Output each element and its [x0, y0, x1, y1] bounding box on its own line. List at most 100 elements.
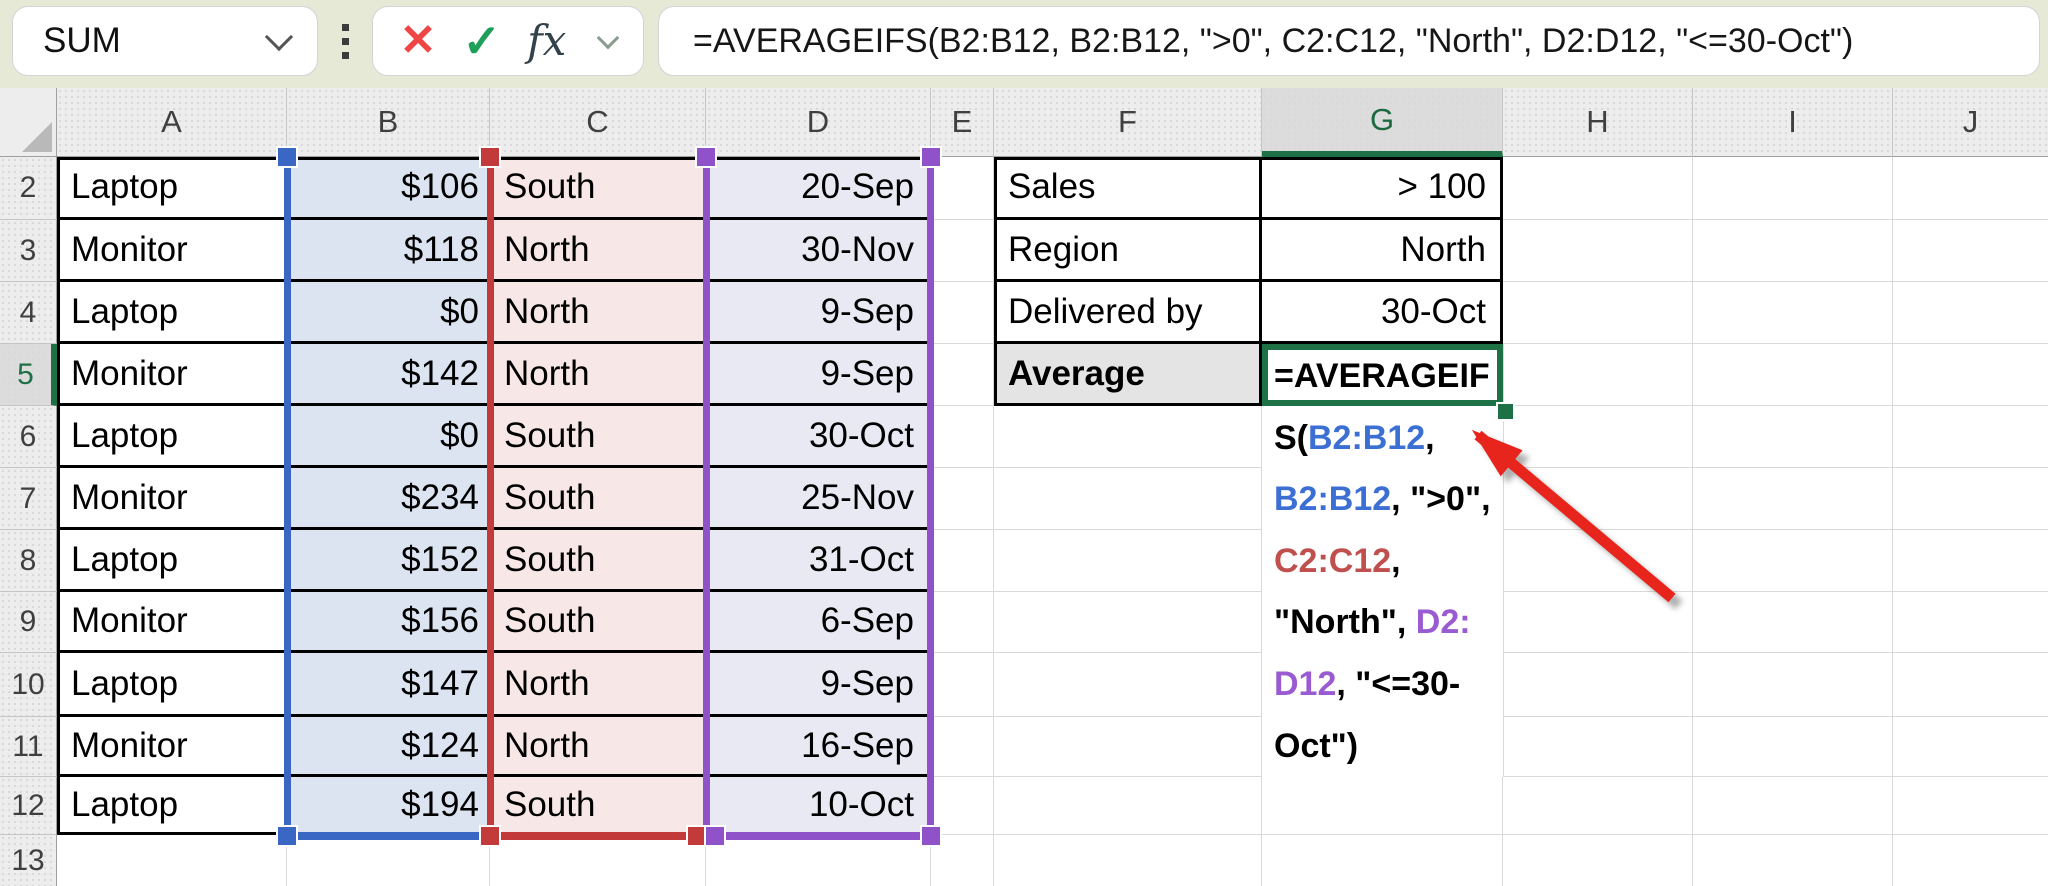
row-header-6[interactable]: 6 [0, 406, 57, 468]
column-header-C[interactable]: C [490, 88, 706, 157]
cell-B9[interactable]: $156 [287, 592, 490, 653]
column-header-G[interactable]: G [1262, 88, 1503, 157]
cell-A11[interactable]: Monitor [57, 717, 287, 777]
cell-J3[interactable] [1893, 220, 2048, 282]
cell-C6[interactable]: South [490, 406, 706, 468]
cell-C2[interactable]: South [490, 157, 706, 220]
cell-G12[interactable] [1262, 777, 1503, 835]
cell-J12[interactable] [1893, 777, 2048, 835]
cell-E3[interactable] [931, 220, 994, 282]
cell-F3[interactable]: Region [994, 220, 1262, 282]
cell-E6[interactable] [931, 406, 994, 468]
cell-B11[interactable]: $124 [287, 717, 490, 777]
cell-B13[interactable] [287, 835, 490, 886]
cell-J6[interactable] [1893, 406, 2048, 468]
cell-J10[interactable] [1893, 653, 2048, 717]
cell-C9[interactable]: South [490, 592, 706, 653]
row-header-11[interactable]: 11 [0, 717, 57, 777]
cell-I7[interactable] [1693, 468, 1893, 530]
cell-C5[interactable]: North [490, 344, 706, 406]
cell-I11[interactable] [1693, 717, 1893, 777]
cell-E8[interactable] [931, 530, 994, 592]
cell-C10[interactable]: North [490, 653, 706, 717]
cell-E4[interactable] [931, 282, 994, 344]
cell-G4[interactable]: 30-Oct [1262, 282, 1503, 344]
selection-handle[interactable] [704, 825, 726, 847]
cell-A3[interactable]: Monitor [57, 220, 287, 282]
selection-handle[interactable] [276, 146, 298, 168]
cell-I9[interactable] [1693, 592, 1893, 653]
cell-B5[interactable]: $142 [287, 344, 490, 406]
cell-A4[interactable]: Laptop [57, 282, 287, 344]
cell-H10[interactable] [1503, 653, 1693, 717]
cell-E11[interactable] [931, 717, 994, 777]
cell-C4[interactable]: North [490, 282, 706, 344]
cell-J13[interactable] [1893, 835, 2048, 886]
row-header-10[interactable]: 10 [0, 653, 57, 717]
cell-A5[interactable]: Monitor [57, 344, 287, 406]
cell-A7[interactable]: Monitor [57, 468, 287, 530]
cell-D12[interactable]: 10-Oct [706, 777, 931, 835]
selection-handle[interactable] [479, 825, 501, 847]
cell-B8[interactable]: $152 [287, 530, 490, 592]
insert-function-icon[interactable]: fx [527, 16, 567, 65]
cell-H9[interactable] [1503, 592, 1693, 653]
cell-G13[interactable] [1262, 835, 1503, 886]
cell-J9[interactable] [1893, 592, 2048, 653]
cell-C3[interactable]: North [490, 220, 706, 282]
cell-F10[interactable] [994, 653, 1262, 717]
cell-I2[interactable] [1693, 157, 1893, 220]
selection-handle[interactable] [695, 146, 717, 168]
cell-H2[interactable] [1503, 157, 1693, 220]
cell-B10[interactable]: $147 [287, 653, 490, 717]
cell-D6[interactable]: 30-Oct [706, 406, 931, 468]
row-header-4[interactable]: 4 [0, 282, 57, 344]
chevron-down-icon[interactable] [597, 26, 620, 50]
cell-C11[interactable]: North [490, 717, 706, 777]
column-header-F[interactable]: F [994, 88, 1262, 157]
cell-I10[interactable] [1693, 653, 1893, 717]
cell-E9[interactable] [931, 592, 994, 653]
cell-F13[interactable] [994, 835, 1262, 886]
column-header-D[interactable]: D [706, 88, 931, 157]
cell-C12[interactable]: South [490, 777, 706, 835]
cell-A13[interactable] [57, 835, 287, 886]
row-header-13[interactable]: 13 [0, 835, 57, 886]
cell-I8[interactable] [1693, 530, 1893, 592]
cell-F7[interactable] [994, 468, 1262, 530]
cell-J4[interactable] [1893, 282, 2048, 344]
cell-F6[interactable] [994, 406, 1262, 468]
selection-handle[interactable] [920, 825, 942, 847]
cell-H3[interactable] [1503, 220, 1693, 282]
column-header-H[interactable]: H [1503, 88, 1693, 157]
cell-H11[interactable] [1503, 717, 1693, 777]
column-header-A[interactable]: A [57, 88, 287, 157]
selection-handle[interactable] [920, 146, 942, 168]
cell-H4[interactable] [1503, 282, 1693, 344]
cell-I6[interactable] [1693, 406, 1893, 468]
formula-bar[interactable]: =AVERAGEIFS(B2:B12, B2:B12, ">0", C2:C12… [658, 6, 2040, 76]
cell-E5[interactable] [931, 344, 994, 406]
cell-H12[interactable] [1503, 777, 1693, 835]
cell-F4[interactable]: Delivered by [994, 282, 1262, 344]
cell-J2[interactable] [1893, 157, 2048, 220]
cell-C7[interactable]: South [490, 468, 706, 530]
selection-handle[interactable] [276, 825, 298, 847]
cell-A10[interactable]: Laptop [57, 653, 287, 717]
cell-D10[interactable]: 9-Sep [706, 653, 931, 717]
cell-J7[interactable] [1893, 468, 2048, 530]
row-header-2[interactable]: 2 [0, 157, 57, 220]
cell-E2[interactable] [931, 157, 994, 220]
chevron-down-icon[interactable] [264, 22, 294, 52]
cell-F12[interactable] [994, 777, 1262, 835]
row-header-5[interactable]: 5 [0, 344, 57, 406]
cell-H6[interactable] [1503, 406, 1693, 468]
cell-B3[interactable]: $118 [287, 220, 490, 282]
cell-B7[interactable]: $234 [287, 468, 490, 530]
cell-H5[interactable] [1503, 344, 1693, 406]
cell-H13[interactable] [1503, 835, 1693, 886]
select-all-corner[interactable] [0, 88, 57, 157]
cell-D7[interactable]: 25-Nov [706, 468, 931, 530]
cell-H8[interactable] [1503, 530, 1693, 592]
cell-G2[interactable]: > 100 [1262, 157, 1503, 220]
